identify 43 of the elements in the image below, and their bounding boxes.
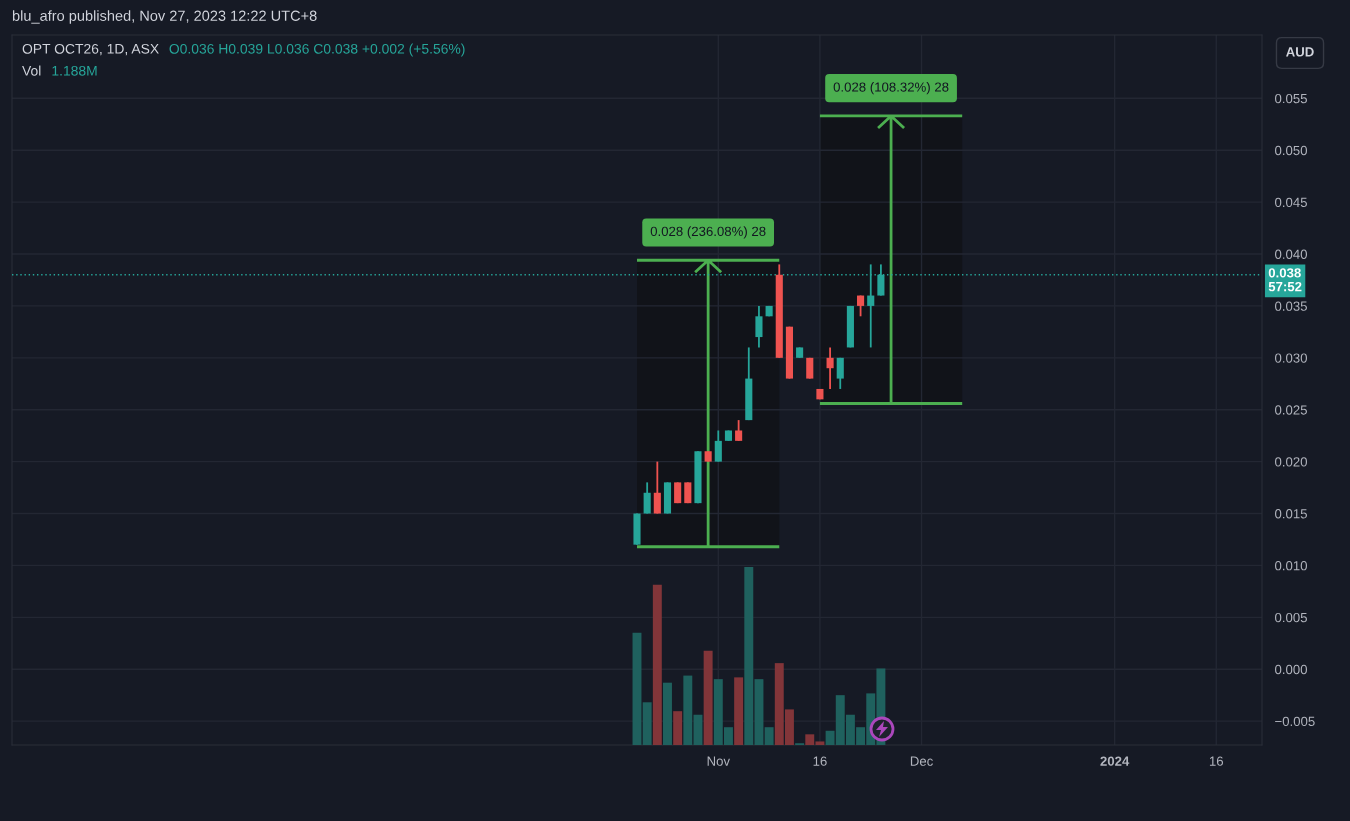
x-tick-label: Nov	[707, 756, 730, 766]
y-tick-label: 0.010	[1275, 560, 1307, 571]
y-tick-label: 0.030	[1275, 353, 1307, 363]
x-tick-label: 16	[1209, 756, 1224, 766]
candlestick	[836, 356, 844, 390]
y-axis-title: AUD	[1286, 47, 1314, 57]
bar	[703, 650, 713, 745]
y-tick-label: 0.000	[1275, 664, 1307, 675]
bar	[673, 711, 683, 745]
y-tick-label: 0.045	[1275, 197, 1307, 208]
bar	[663, 682, 672, 745]
candlestick	[826, 346, 834, 390]
y-tick-label: 0.050	[1275, 145, 1307, 156]
ref-line-label: 0.038 57:52	[1268, 268, 1302, 292]
y-tick-label: 0.025	[1275, 405, 1307, 415]
y-tick-label: 0.035	[1275, 301, 1307, 311]
y-tick-label: 0.040	[1275, 249, 1307, 259]
candlestick	[653, 460, 661, 515]
y-tick-label: 0.005	[1275, 612, 1307, 623]
y-tick-label: −0.005	[1275, 716, 1315, 727]
bar	[652, 584, 662, 745]
x-tick-label: 16	[813, 756, 827, 766]
bar	[642, 702, 652, 745]
candlestick	[867, 263, 875, 349]
y-tick-label: 0.020	[1275, 457, 1307, 467]
y-tick-label: 0.015	[1275, 509, 1307, 519]
text: OPT OCT26, 1D, ASX	[22, 43, 159, 56]
bar	[683, 675, 693, 745]
x-tick-label: 2024	[1100, 756, 1130, 766]
candlestick	[643, 481, 651, 515]
chart-title: Vol	[22, 65, 41, 76]
annotation: 1.188M	[52, 65, 97, 76]
candlestick	[755, 305, 763, 349]
bar	[764, 727, 774, 745]
x-tick-label: Dec	[910, 756, 933, 766]
band-label: 0.028 (108.32%) 28	[833, 82, 949, 95]
text: blu_afro published, Nov 27, 2023 12:22 UTC+8	[12, 10, 317, 24]
band-label: 0.028 (236.08%) 28	[650, 226, 766, 239]
y-tick-label: 0.055	[1275, 93, 1307, 104]
candlestick	[714, 429, 722, 463]
text: O0.036 H0.039 L0.036 C0.038 +0.002 (+5.56%)	[169, 43, 465, 57]
candlestick	[735, 419, 743, 442]
bar	[734, 677, 744, 745]
